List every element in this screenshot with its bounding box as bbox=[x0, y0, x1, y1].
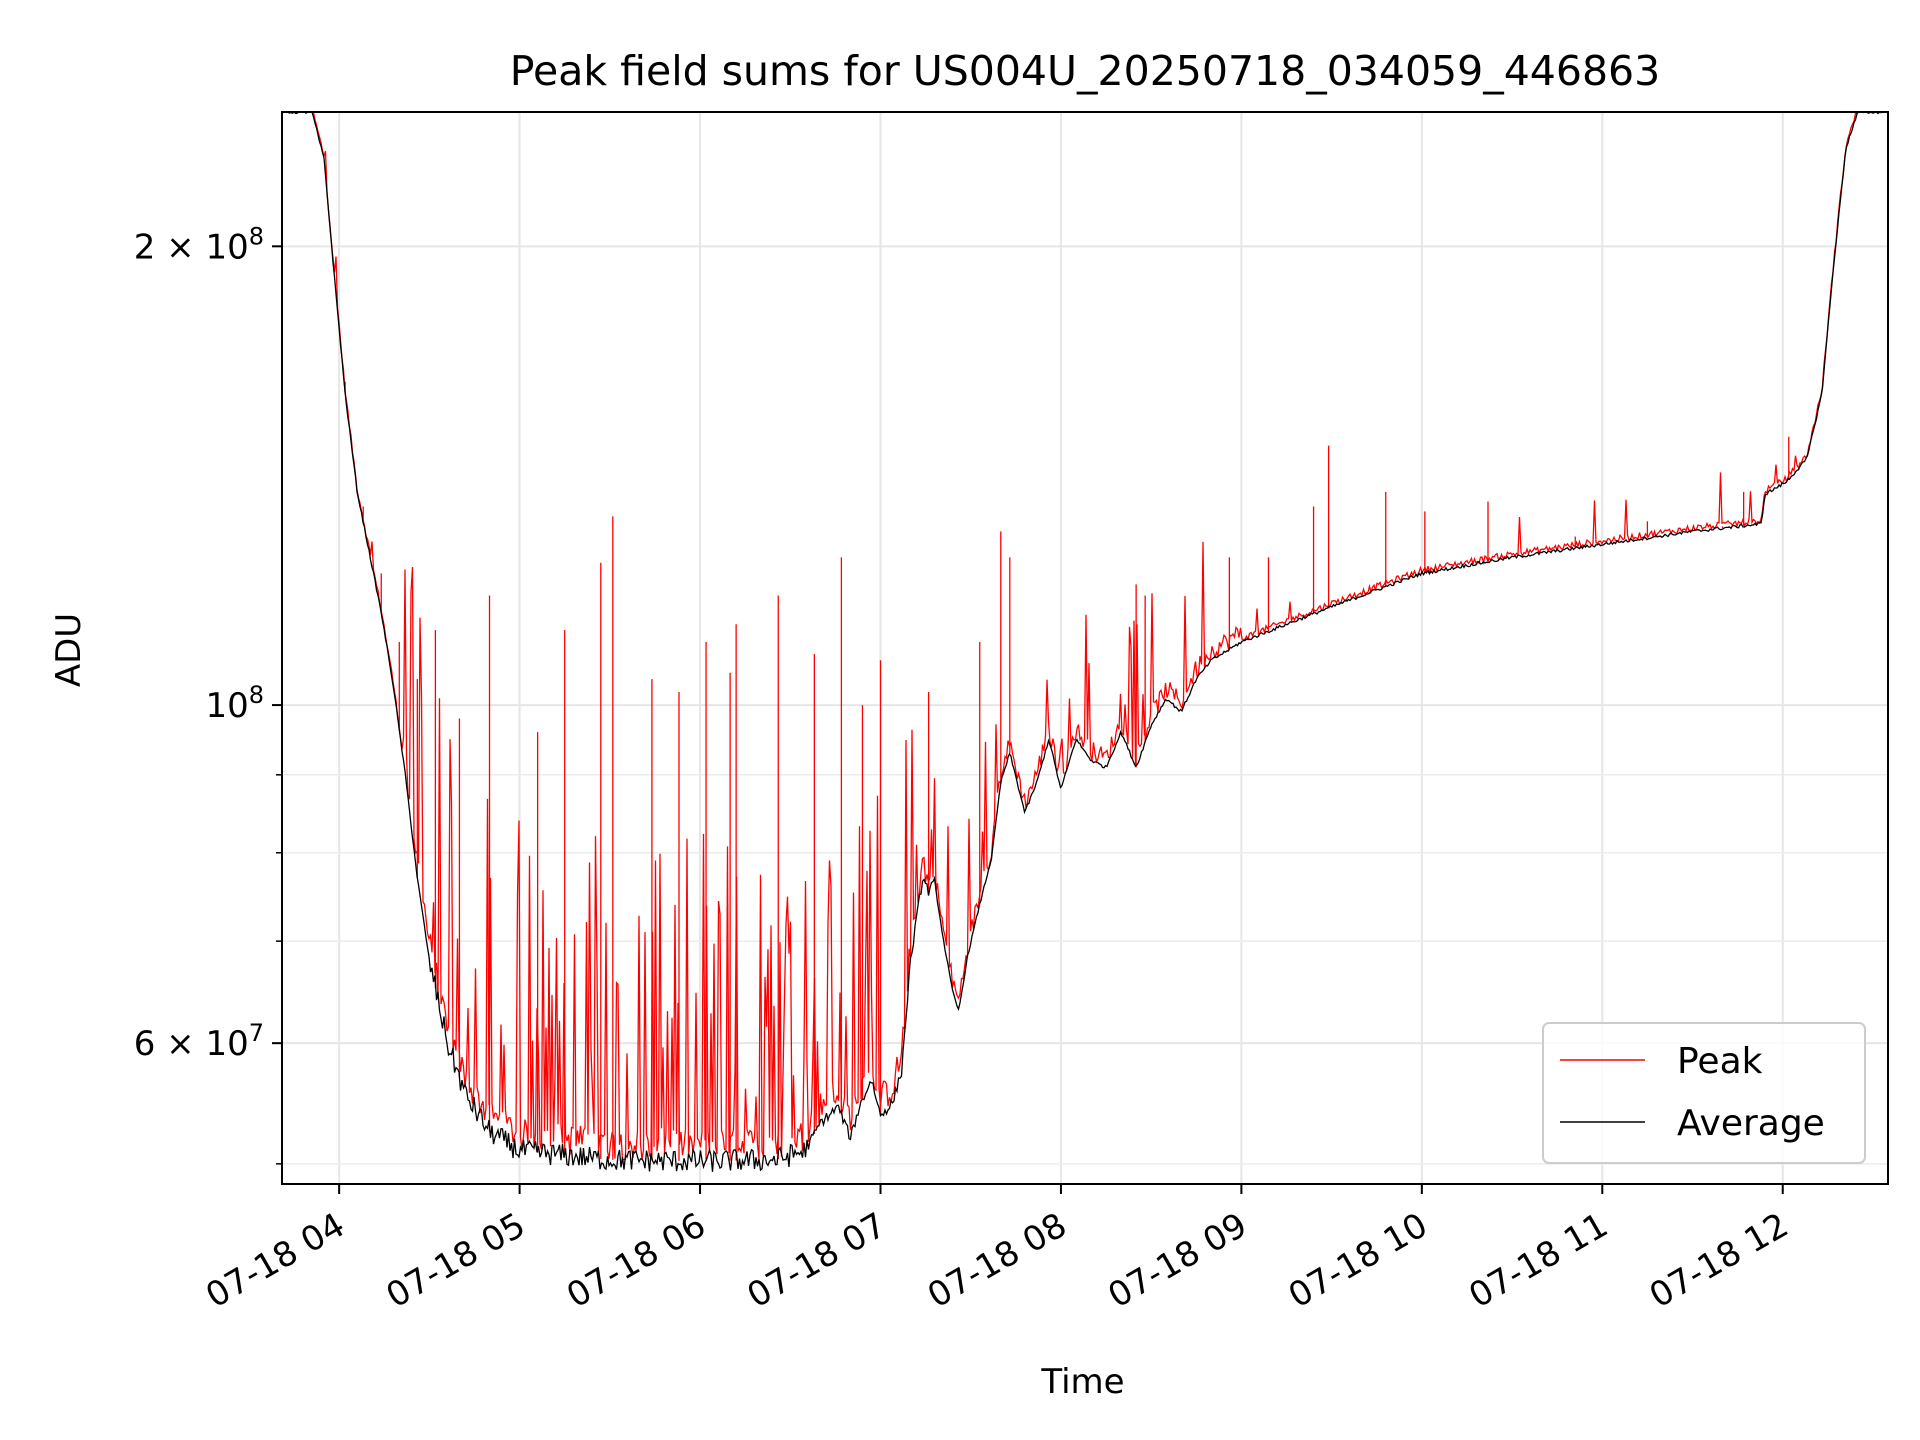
legend-peak-label: Peak bbox=[1677, 1041, 1763, 1082]
y-tick-label: 108 bbox=[205, 681, 264, 726]
average-series-line bbox=[282, 111, 1888, 1172]
y-axis-label: ADU bbox=[49, 613, 89, 687]
y-tick-label: 2 × 108 bbox=[134, 222, 264, 267]
x-axis-label: Time bbox=[1040, 1362, 1124, 1402]
y-tick-label: 6 × 107 bbox=[134, 1019, 264, 1064]
legend-box bbox=[1542, 1022, 1866, 1164]
chart-title: Peak field sums for US004U_20250718_0340… bbox=[510, 47, 1660, 95]
legend: Peak Average bbox=[1542, 1022, 1866, 1164]
peak-series-line bbox=[282, 111, 1887, 1161]
axes-frame bbox=[281, 111, 1889, 1185]
legend-average-label: Average bbox=[1677, 1103, 1825, 1144]
y-axis: 6 × 107 108 2 × 108 bbox=[134, 222, 282, 1165]
plot-area bbox=[282, 111, 1888, 1172]
